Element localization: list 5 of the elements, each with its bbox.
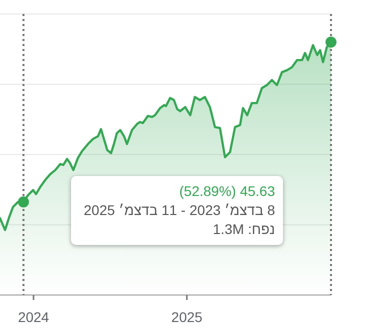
annotation: 8 בדצמ׳ 2023 - 11 בדצמ׳ 2025 [82, 201, 275, 220]
annotation: נפח: 1.3M [212, 220, 275, 239]
x-tick-label: 2024 [18, 309, 50, 325]
x-tick-label: 2025 [171, 309, 203, 325]
annotation: 45.63 (52.89%) [178, 182, 275, 201]
